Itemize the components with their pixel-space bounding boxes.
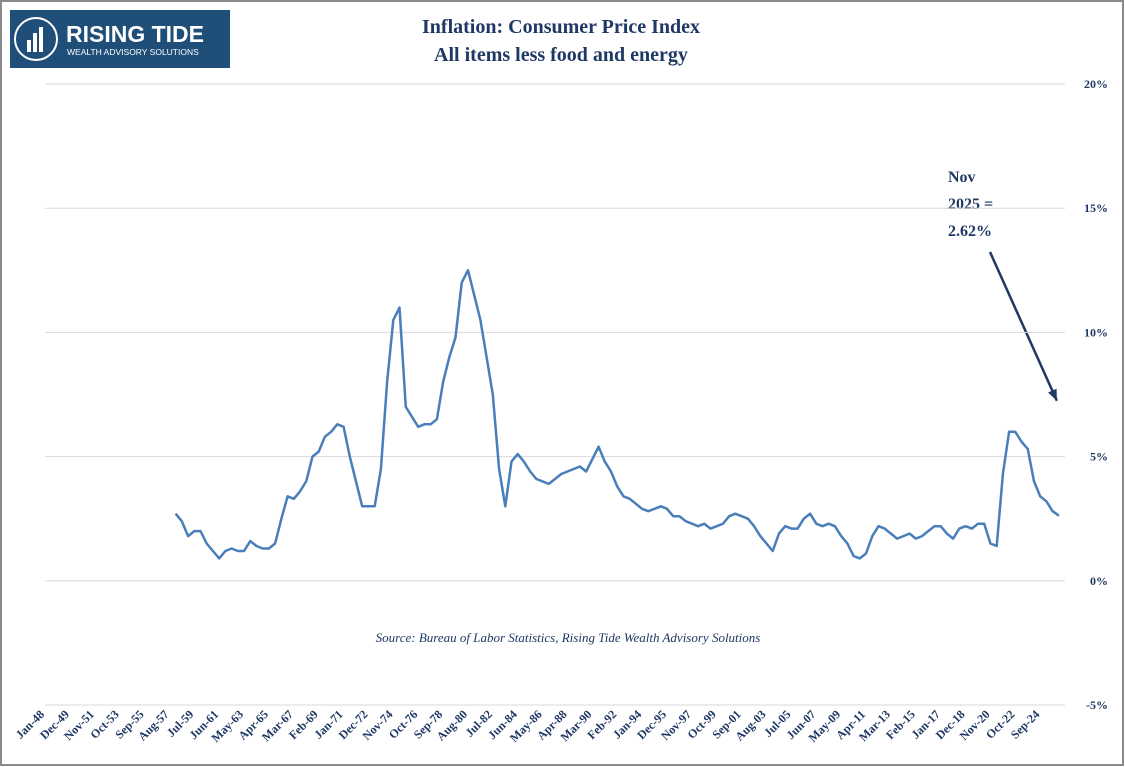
logo-box xyxy=(10,10,230,68)
annotation-text: 2.62% xyxy=(948,223,992,240)
logo-icon xyxy=(33,33,37,52)
annotation-text: 2025 = xyxy=(948,196,993,213)
y-tick-label: 15% xyxy=(1084,201,1108,215)
y-tick-label: 20% xyxy=(1084,77,1108,91)
logo-name: RISING TIDE xyxy=(66,21,204,47)
x-tick-label: Sep-24 xyxy=(1008,707,1042,741)
logo-icon xyxy=(14,17,58,61)
y-tick-label: -5% xyxy=(1086,698,1108,712)
annotation-arrow xyxy=(988,251,1059,402)
logo-tagline: WEALTH ADVISORY SOLUTIONS xyxy=(67,47,199,57)
annotation: Nov 2025 = 2.62% xyxy=(948,169,1059,402)
data-line xyxy=(174,269,1060,560)
logo-icon xyxy=(39,27,43,52)
y-tick-label: 10% xyxy=(1084,325,1108,339)
source-note: Source: Bureau of Labor Statistics, Risi… xyxy=(376,630,761,645)
chart-subtitle: All items less food and energy xyxy=(434,44,688,66)
logo-icon xyxy=(27,40,31,52)
logo: RISING TIDE WEALTH ADVISORY SOLUTIONS xyxy=(10,10,230,68)
y-tick-label: 5% xyxy=(1090,450,1108,464)
y-tick-label: 0% xyxy=(1090,574,1108,588)
annotation-text: Nov xyxy=(948,169,976,186)
annotation-arrowhead xyxy=(1048,388,1057,401)
chart-title: Inflation: Consumer Price Index xyxy=(422,16,700,38)
